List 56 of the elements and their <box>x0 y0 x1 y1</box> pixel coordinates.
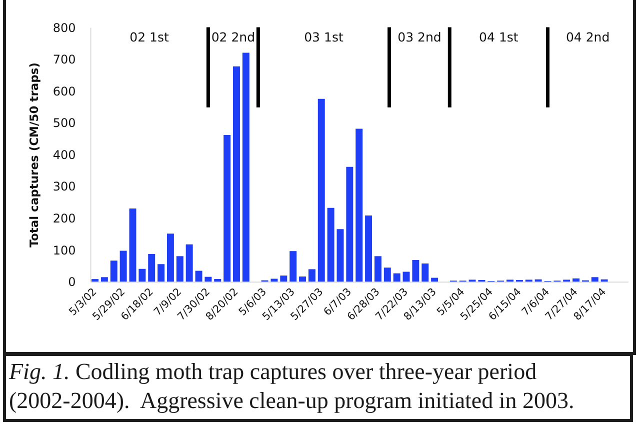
y-tick-label: 500 <box>52 116 76 130</box>
bar <box>299 276 306 282</box>
y-tick-label: 200 <box>52 212 76 226</box>
y-tick-label: 100 <box>52 243 76 258</box>
annotation: 02 1st <box>130 29 169 44</box>
annotation: 03 1st <box>304 29 344 44</box>
bar <box>572 278 580 282</box>
bar <box>591 277 598 282</box>
bar <box>195 270 202 282</box>
bar <box>327 208 334 282</box>
bar <box>412 260 420 282</box>
bar <box>534 279 542 282</box>
bar <box>600 279 608 282</box>
y-tick-label: 0 <box>68 275 76 290</box>
bar <box>242 52 250 282</box>
bar <box>120 250 127 282</box>
bar <box>204 276 212 282</box>
bar <box>346 166 354 282</box>
bar <box>158 264 165 282</box>
bar <box>270 278 278 282</box>
bar <box>290 251 297 282</box>
bar <box>393 273 400 282</box>
bar <box>356 128 363 282</box>
y-axis-title: Total captures (CM/50 traps) <box>26 62 41 248</box>
bar <box>308 269 316 282</box>
bar <box>129 208 136 282</box>
bar <box>402 272 410 282</box>
bar <box>318 98 325 282</box>
bar <box>214 279 222 282</box>
bar <box>384 268 391 282</box>
bar <box>422 263 429 282</box>
bar <box>138 268 146 282</box>
annotation: 04 2nd <box>566 29 610 44</box>
annotation: 03 2nd <box>398 29 442 44</box>
bar <box>280 276 288 282</box>
caption: Fig. 1. Codling moth trap captures over three-year period (2002-2004). Aggressive clean-up program initiated in 2003. <box>9 358 576 415</box>
annotation: 02 2nd <box>211 29 256 44</box>
bar <box>186 244 193 282</box>
bar <box>166 234 174 282</box>
annotation: 04 1st <box>479 29 518 44</box>
bar <box>431 278 438 282</box>
y-tick-label: 700 <box>52 52 76 67</box>
bar <box>336 229 344 282</box>
y-tick-label: 800 <box>52 20 76 35</box>
bar <box>92 279 99 282</box>
bar <box>374 256 382 282</box>
bar <box>365 215 372 282</box>
bar <box>233 66 240 282</box>
bar <box>110 260 118 282</box>
y-tick-label: 300 <box>52 180 76 194</box>
bar <box>100 277 108 282</box>
bar <box>176 256 184 282</box>
y-tick-label: 600 <box>52 84 76 98</box>
y-tick-label: 400 <box>52 148 76 162</box>
bar <box>148 254 156 282</box>
bar <box>224 135 231 282</box>
